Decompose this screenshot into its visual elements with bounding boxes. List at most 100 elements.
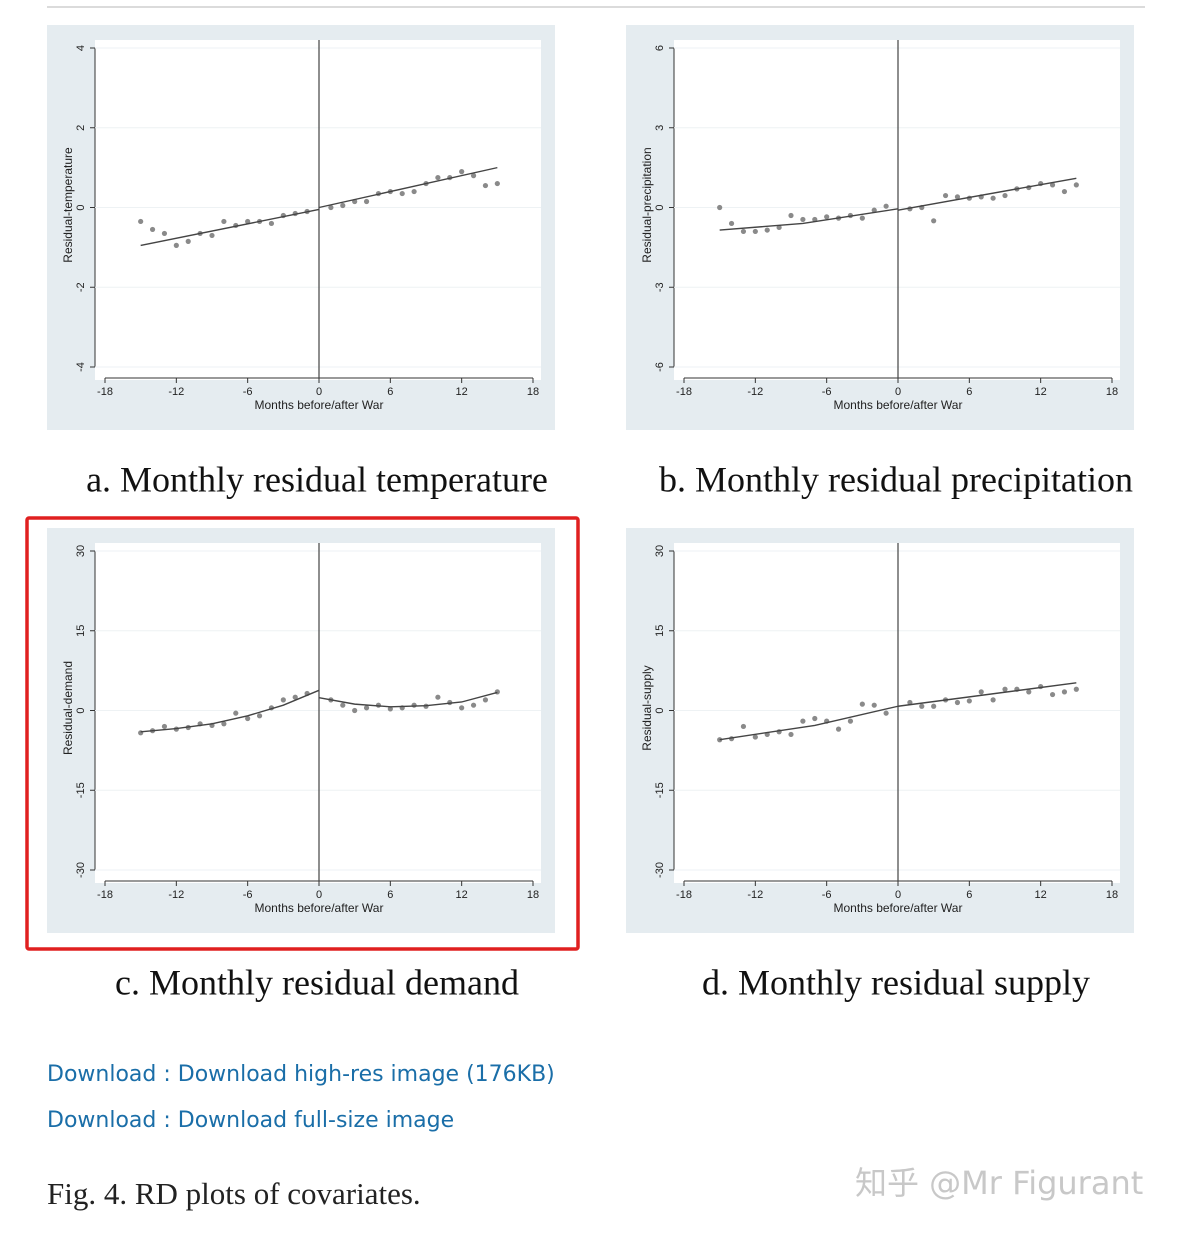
- data-point: [764, 227, 770, 233]
- x-tick-label: -12: [168, 386, 184, 398]
- data-point: [990, 195, 996, 201]
- x-tick-label: 12: [456, 889, 468, 901]
- data-point: [871, 702, 877, 708]
- data-point: [931, 218, 937, 224]
- x-tick-label: 0: [895, 889, 901, 901]
- chart: -6 -3 0 3 6 -18 -12 -6 0 6 12 18 Months before/after…: [626, 25, 1134, 499]
- x-tick-label: 18: [527, 889, 539, 901]
- fit-line: [140, 689, 320, 733]
- y-tick-label: -3: [654, 282, 666, 292]
- y-tick-label: 0: [75, 707, 87, 713]
- y-tick-label: 2: [75, 125, 87, 131]
- data-point: [990, 697, 996, 703]
- y-tick-label: -15: [654, 782, 666, 798]
- data-point: [978, 689, 984, 695]
- y-axis-label: Residual-temperature: [61, 147, 75, 263]
- x-tick-label: 18: [1106, 889, 1118, 901]
- chart: -30 -15 0 15 30 -18 -12 -6 0 6 12 18 Months before/a…: [626, 528, 1134, 1002]
- data-point: [245, 218, 251, 225]
- data-point: [411, 188, 417, 195]
- x-axis-label: Months before/after War: [834, 901, 963, 915]
- data-point: [340, 202, 346, 209]
- x-tick-label: -6: [822, 889, 832, 901]
- x-tick-label: 6: [387, 386, 393, 398]
- x-axis-label: Months before/after War: [255, 901, 384, 915]
- data-point: [859, 215, 865, 221]
- data-point: [233, 710, 239, 716]
- x-tick-label: -12: [747, 386, 763, 398]
- data-point: [482, 697, 489, 703]
- x-tick-label: 6: [966, 386, 972, 398]
- data-point: [1073, 686, 1079, 692]
- data-point: [470, 702, 477, 708]
- data-point: [292, 694, 298, 700]
- y-tick-label: 4: [75, 45, 87, 51]
- data-point: [847, 718, 854, 724]
- data-point: [835, 726, 842, 732]
- data-point: [740, 228, 747, 235]
- data-point: [954, 194, 961, 200]
- data-point: [1002, 686, 1008, 692]
- data-point: [138, 218, 144, 225]
- y-axis-label: Residual-demand: [61, 661, 75, 755]
- data-point: [459, 169, 465, 175]
- data-point: [883, 710, 889, 716]
- data-point: [740, 723, 747, 730]
- data-point: [883, 203, 889, 209]
- panel-caption: a. Monthly residual temperature: [86, 459, 548, 499]
- x-tick-label: -18: [676, 386, 692, 398]
- data-point: [788, 212, 794, 219]
- x-tick-label: 0: [316, 386, 322, 398]
- x-tick-label: 0: [895, 386, 901, 398]
- data-point: [1049, 691, 1056, 698]
- download-link[interactable]: Download : Download high-res image (176K…: [47, 1062, 555, 1087]
- y-tick-label: -30: [654, 862, 666, 878]
- data-point: [245, 715, 251, 722]
- x-tick-label: -12: [168, 889, 184, 901]
- x-tick-label: 12: [1035, 889, 1047, 901]
- panel-caption: b. Monthly residual precipitation: [659, 459, 1133, 499]
- data-point: [824, 214, 830, 220]
- data-point: [459, 705, 465, 711]
- data-point: [812, 715, 818, 722]
- data-point: [256, 713, 263, 719]
- data-point: [752, 734, 758, 740]
- data-point: [728, 220, 735, 227]
- data-point: [221, 218, 227, 225]
- download-link[interactable]: Download : Download full-size image: [47, 1108, 454, 1133]
- x-tick-label: 6: [966, 889, 972, 901]
- y-axis-label: Residual-supply: [640, 665, 654, 750]
- fit-line: [318, 166, 498, 209]
- data-point: [800, 718, 806, 724]
- data-point: [966, 698, 972, 704]
- data-point: [411, 702, 417, 708]
- y-tick-label: -2: [75, 282, 87, 292]
- x-axis-label: Months before/after War: [255, 398, 384, 412]
- data-point: [363, 705, 370, 711]
- x-tick-label: -18: [676, 889, 692, 901]
- x-tick-label: 12: [456, 386, 468, 398]
- x-axis-label: Months before/after War: [834, 398, 963, 412]
- data-point: [435, 694, 441, 700]
- data-point: [363, 198, 370, 205]
- y-tick-label: -6: [654, 362, 666, 372]
- y-tick-label: 0: [75, 204, 87, 210]
- data-point: [161, 230, 168, 237]
- y-tick-label: 15: [654, 625, 666, 637]
- data-point: [942, 192, 949, 199]
- data-point: [470, 173, 477, 179]
- data-point: [268, 220, 275, 227]
- data-point: [1061, 188, 1068, 195]
- fit-line: [140, 208, 320, 247]
- data-point: [482, 182, 489, 189]
- y-tick-label: 30: [75, 545, 87, 557]
- data-point: [494, 180, 500, 187]
- y-tick-label: 0: [654, 707, 666, 713]
- y-tick-label: -30: [75, 862, 87, 878]
- y-tick-label: 30: [654, 545, 666, 557]
- plot-area: [95, 543, 541, 883]
- x-tick-label: -18: [97, 889, 113, 901]
- data-point: [752, 228, 758, 235]
- y-tick-label: 3: [654, 125, 666, 131]
